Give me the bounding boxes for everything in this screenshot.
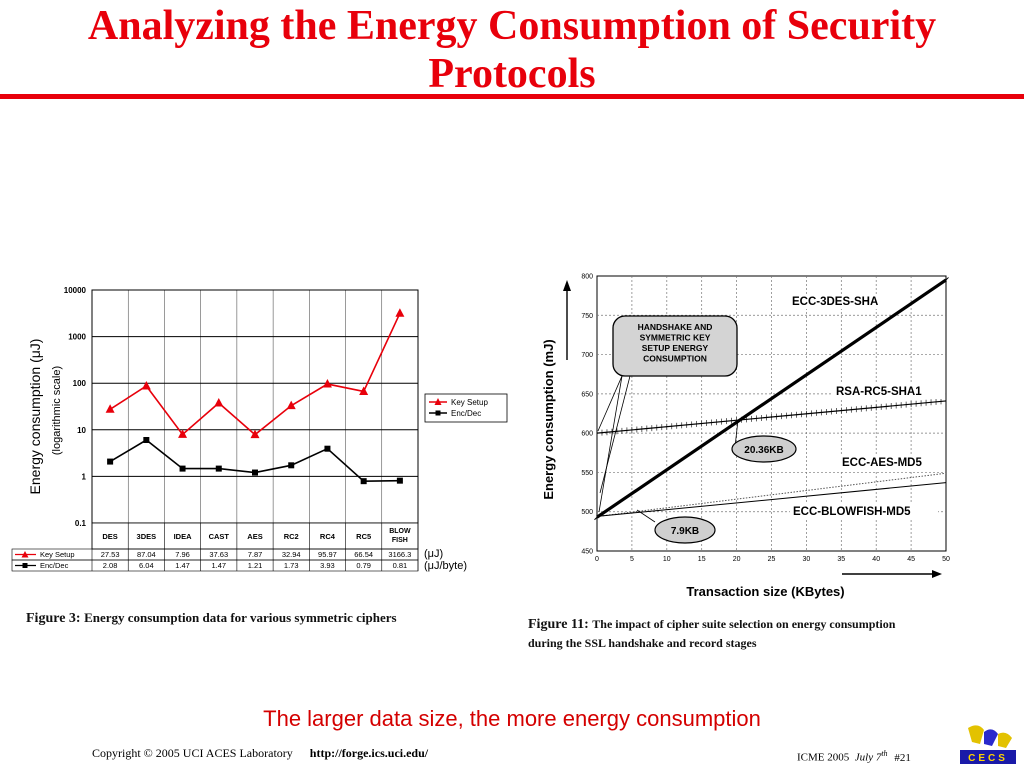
cecs-logo: CECS <box>960 725 1016 764</box>
figure3-point-key-setup <box>214 397 224 407</box>
figure3-caption-label: Figure 3: <box>26 611 81 626</box>
figure11-caption: Figure 11: The impact of cipher suite se… <box>528 615 1008 653</box>
figure3-category-label: RC4 <box>320 532 336 541</box>
title-underline <box>0 94 1024 99</box>
figure3-point-enc-dec <box>215 465 222 472</box>
figure3-table-cell: 95.97 <box>318 550 337 559</box>
figure3-category-label: CAST <box>209 532 230 541</box>
figure3-caption: Figure 3: Energy consumption data for va… <box>26 610 397 627</box>
figure3-legend-label: Enc/Dec <box>451 409 481 418</box>
figure3-table-row <box>11 559 419 572</box>
figure3-point-key-setup <box>178 429 188 438</box>
figure3-ytick-label: 100 <box>73 379 87 388</box>
figure3-table-cell: 27.53 <box>101 550 120 559</box>
footer-right: ICME 2005 July 7th #21 <box>797 748 911 764</box>
figure3-table-unit: (μJ/byte) <box>424 560 467 572</box>
figure3-ylabel-main: Energy consumption (μJ) <box>27 339 43 495</box>
figure3-category-label: 3DES <box>137 532 157 541</box>
figure3-point-enc-dec <box>324 445 331 452</box>
figure3-table-cell: 2.08 <box>103 561 118 570</box>
figure3-category-label-part: FISH <box>392 537 408 544</box>
figure3-table-cell: 0.81 <box>393 561 408 570</box>
figure3-table-cell: 87.04 <box>137 550 156 559</box>
figure3-table-cell: 66.54 <box>354 550 373 559</box>
figure11-caption-label: Figure 11: <box>528 617 589 632</box>
figure3-legend <box>424 393 508 423</box>
figure3-legend-marker <box>434 398 442 405</box>
conclusion-text: The larger data size, the more energy co… <box>263 706 761 731</box>
figure3-category-label: DES <box>102 532 117 541</box>
figure3-category-label: IDEA <box>174 532 193 541</box>
figure3-point-enc-dec <box>360 478 367 485</box>
figure3-ytick-label: 10000 <box>64 286 87 295</box>
figure3-table-cell: 1.47 <box>211 561 226 570</box>
figure3-table-header <box>91 522 419 550</box>
figure3-category-label: RC2 <box>284 532 299 541</box>
figure3-point-key-setup <box>395 308 405 317</box>
figure3-category-label-part: BLOW <box>389 528 411 535</box>
figure3-ytick-label: 0.1 <box>75 519 87 528</box>
figure3-table-cell: 7.87 <box>248 550 263 559</box>
figure11-caption-line1: The impact of cipher suite selection on … <box>592 617 896 631</box>
figure3-legend-marker <box>435 410 441 416</box>
figure3-point-enc-dec <box>179 465 186 472</box>
figure3-table-cell: 3.93 <box>320 561 335 570</box>
figure3-ytick-label: 1000 <box>68 333 86 342</box>
footer-date: July 7 <box>854 751 882 764</box>
figure3-table-row-label: Enc/Dec <box>40 561 69 570</box>
figure3-category-label: RC5 <box>356 532 371 541</box>
figure3-table-row-marker <box>22 563 28 568</box>
copyright-text: Copyright © 2005 UCI ACES Laboratory <box>92 746 293 760</box>
figure3-point-key-setup <box>322 379 332 388</box>
figure3-point-enc-dec <box>396 477 403 484</box>
figure3-point-key-setup <box>250 429 260 439</box>
footer-left: Copyright © 2005 UCI ACES Laboratory htt… <box>92 746 428 761</box>
figure3-point-key-setup <box>286 400 296 410</box>
figure3-point-key-setup <box>105 404 115 413</box>
figure11-caption-line2: during the SSL handshake and record stag… <box>528 636 757 650</box>
svg-text:CECS: CECS <box>968 753 1008 764</box>
figure3-table-cell: 0.79 <box>356 561 371 570</box>
footer-date-suffix: th <box>881 749 888 758</box>
footer-event: ICME 2005 <box>797 751 850 764</box>
figure3-point-enc-dec <box>143 437 150 444</box>
figure3-table-unit: (μJ) <box>424 548 443 560</box>
figure3-point-key-setup <box>141 381 151 390</box>
figure3-ytick-label: 1 <box>82 472 87 481</box>
figure3-table-row-label: Key Setup <box>40 550 75 559</box>
slide-number: #21 <box>894 751 911 764</box>
figure3-plot-area <box>91 289 419 524</box>
figure3-legend-label: Key Setup <box>451 398 488 407</box>
figure3-table-cell: 3166.3 <box>388 550 411 559</box>
figure3-point-key-setup <box>359 386 369 395</box>
figure3-category-label: BLOW FISH <box>389 528 411 544</box>
figure3-table-cell: 1.73 <box>284 561 299 570</box>
figure3-table-cell: 6.04 <box>139 561 154 570</box>
figure3-point-enc-dec <box>288 462 295 469</box>
figure3-point-enc-dec <box>107 458 114 465</box>
figure3-ytick-label: 10 <box>77 426 86 435</box>
figure3-table-cell: 37.63 <box>209 550 228 559</box>
figure3-ylabel-scale: (logarithmic scale) <box>51 366 63 455</box>
figure3-table-cell: 32.94 <box>282 550 301 559</box>
footer-url[interactable]: http://forge.ics.uci.edu/ <box>309 746 429 760</box>
figure3-table-cell: 1.47 <box>175 561 190 570</box>
slide-title: Analyzing the Energy Consumption of Secu… <box>87 3 937 97</box>
figure3-table-cell: 7.96 <box>175 550 190 559</box>
figure3-point-enc-dec <box>252 469 258 476</box>
figure3-table-row-marker <box>21 551 29 558</box>
figure3-caption-text: Energy consumption data for various symm… <box>84 610 397 625</box>
figure3-category-label: AES <box>247 532 262 541</box>
figure3-table-cell: 1.21 <box>248 561 263 570</box>
